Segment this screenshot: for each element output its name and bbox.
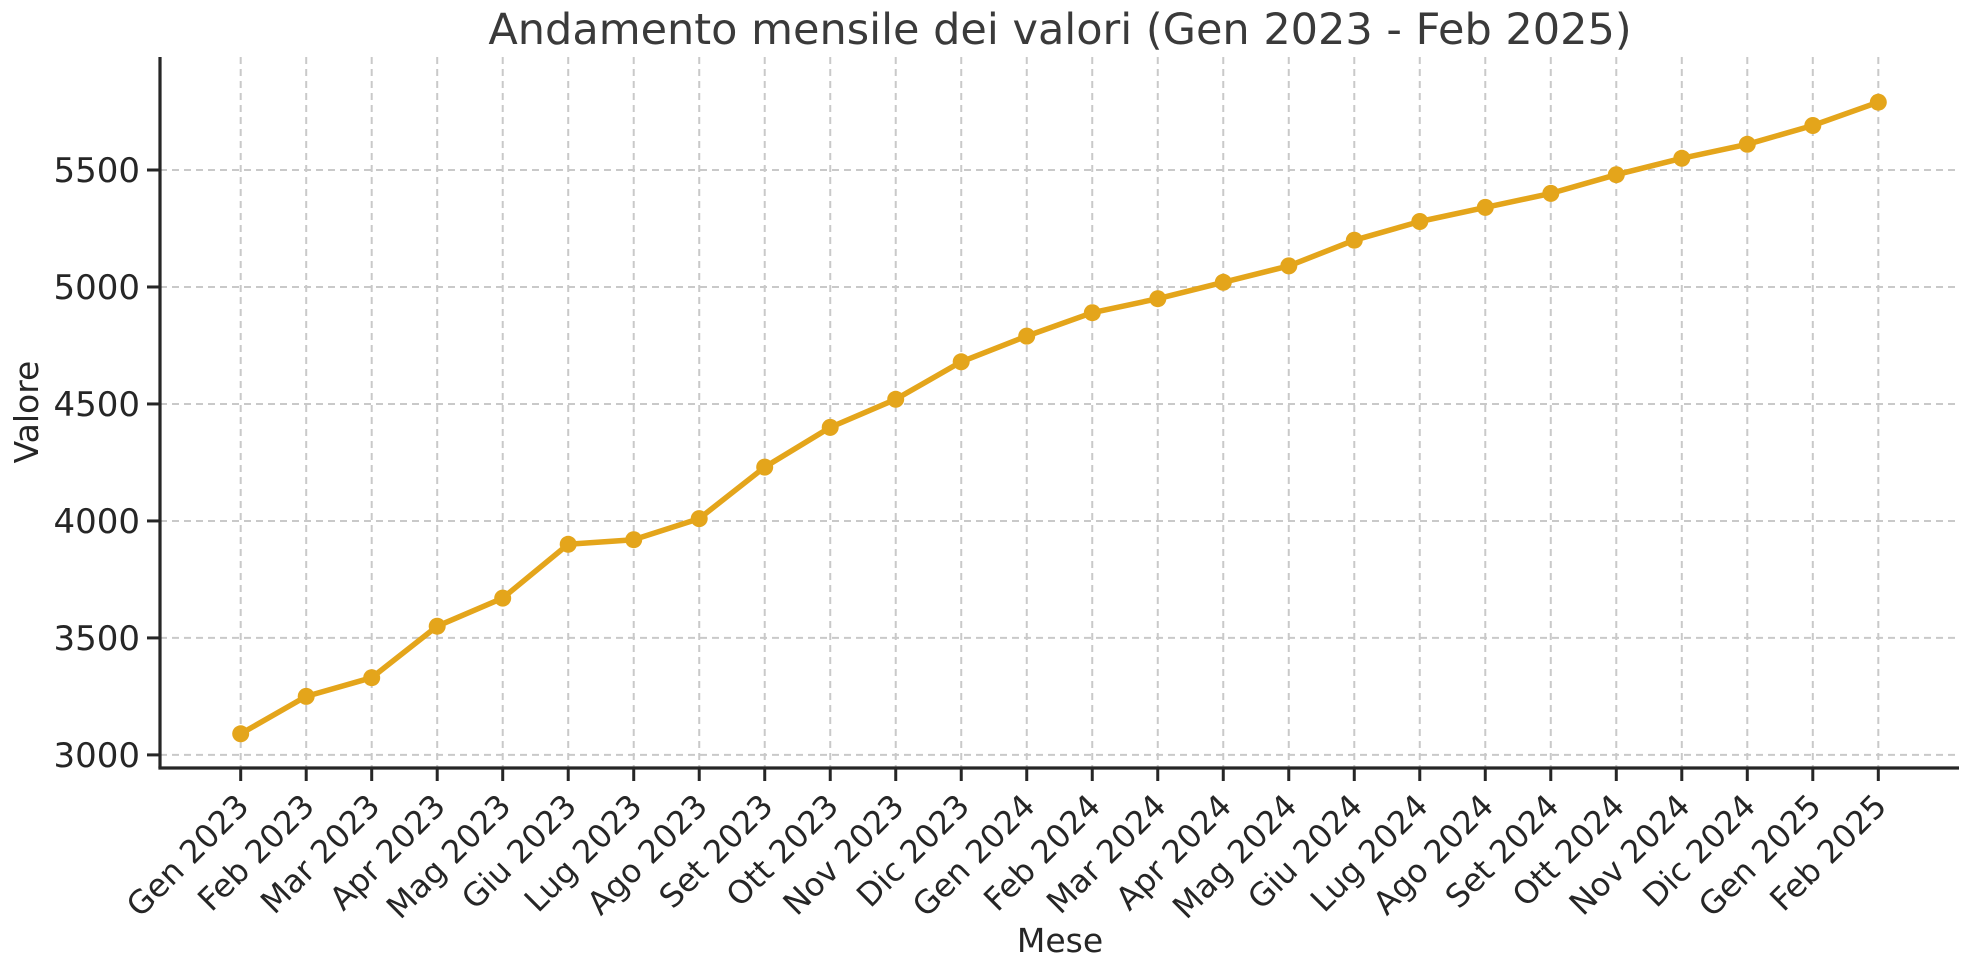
data-point (756, 458, 774, 476)
y-tick-label: 3000 (53, 736, 140, 776)
data-point (1673, 149, 1691, 167)
data-point (887, 390, 905, 408)
grid-lines (160, 57, 1959, 768)
data-point (1476, 198, 1494, 216)
data-point (232, 725, 250, 743)
data-point (559, 535, 577, 553)
data-point (1804, 117, 1822, 134)
data-point (428, 617, 446, 635)
data-point (1083, 304, 1101, 322)
data-point (297, 687, 315, 705)
y-tick-label: 4000 (53, 502, 140, 542)
y-tick-label: 5500 (53, 151, 140, 191)
data-point (363, 669, 381, 687)
axes-spines (158, 57, 1959, 770)
y-tick-label: 3500 (53, 619, 140, 659)
data-point (1607, 166, 1625, 184)
y-tick-label: 4500 (53, 385, 140, 425)
data-point (1018, 327, 1036, 345)
data-point (952, 353, 970, 371)
data-point (1214, 273, 1232, 291)
series-line (237, 99, 1882, 737)
y-tick-label: 5000 (53, 268, 140, 308)
y-axis-label: Valore (7, 361, 46, 464)
data-point (1345, 231, 1363, 249)
data-point (494, 589, 512, 607)
axis-tick-marks (147, 168, 1880, 781)
data-point (1869, 93, 1887, 111)
data-point (1738, 135, 1756, 153)
data-series (232, 93, 1887, 743)
y-axis-tick-labels: 3000 3500 4000 4500 5000 5500 (53, 151, 140, 776)
data-point (821, 418, 839, 436)
x-axis-label: Mese (1017, 921, 1103, 960)
data-point (1411, 213, 1429, 230)
data-point (1149, 290, 1167, 308)
data-point (625, 531, 643, 549)
data-point (690, 510, 708, 528)
data-point (1280, 257, 1298, 275)
chart-title: Andamento mensile dei valori (Gen 2023 -… (488, 5, 1631, 55)
data-point (1542, 184, 1560, 202)
